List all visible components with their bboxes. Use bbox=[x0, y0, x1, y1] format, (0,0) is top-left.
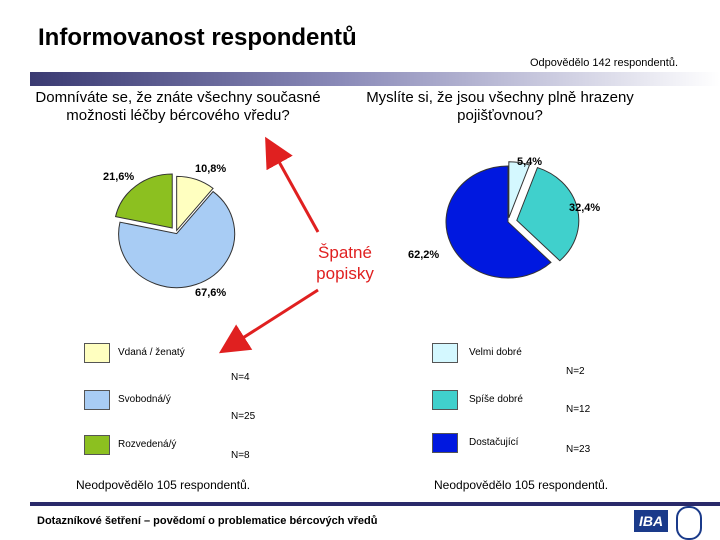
legend-swatch-left-1 bbox=[84, 343, 110, 363]
legend-swatch-right-3 bbox=[432, 433, 458, 453]
pie-left-slice-3 bbox=[114, 173, 173, 229]
n-count-left-2: N=25 bbox=[231, 411, 256, 422]
footer-text: Dotazníkové šetření – povědomí o problem… bbox=[37, 515, 378, 527]
footnote-left: Neodpovědělo 105 respondentů. bbox=[76, 478, 251, 492]
pie-chart-right: 5,4% 32,4% 62,2% bbox=[408, 156, 600, 279]
legend-swatch-right-2 bbox=[432, 390, 458, 410]
pie-left-pct-label-2: 67,6% bbox=[195, 287, 226, 299]
legend-swatch-left-3 bbox=[84, 435, 110, 455]
charts-canvas: 10,8% 67,6% 21,6% 5,4% 32,4% 62,2% bbox=[103, 136, 600, 354]
pie-right-pct-label-2: 32,4% bbox=[569, 202, 600, 214]
legend-label-right-3: Dostačující bbox=[469, 437, 519, 448]
left-chart-question: Domníváte se, že znáte všechny současné … bbox=[35, 89, 321, 124]
pie-left-slice-2 bbox=[118, 190, 236, 289]
n-count-left-3: N=8 bbox=[231, 450, 250, 461]
annotation-wrong-labels: Špatné popisky bbox=[316, 243, 374, 283]
respondents-note: Odpovědělo 142 respondentů. bbox=[530, 57, 679, 69]
pie-right-slice-2 bbox=[516, 166, 580, 262]
right-chart-question: Myslíte si, že jsou všechny plně hrazeny… bbox=[366, 89, 634, 124]
slide-title: Informovanost respondentů bbox=[38, 24, 357, 51]
pie-right-pct-label-1: 5,4% bbox=[517, 156, 542, 168]
footer-divider bbox=[30, 502, 720, 506]
annotation-arrow-down bbox=[218, 288, 319, 354]
legend-label-right-1: Velmi dobré bbox=[469, 347, 522, 358]
footnote-right: Neodpovědělo 105 respondentů. bbox=[434, 478, 609, 492]
iba-logo: IBA bbox=[634, 510, 668, 532]
annotation-arrow-up bbox=[265, 136, 320, 233]
legend-label-left-1: Vdaná / ženatý bbox=[118, 347, 185, 358]
n-count-right-1: N=2 bbox=[566, 366, 585, 377]
legend-swatch-right-1 bbox=[432, 343, 458, 363]
pie-right-slice-1 bbox=[508, 161, 531, 218]
n-count-right-2: N=12 bbox=[566, 404, 591, 415]
legend-label-right-2: Spíše dobré bbox=[469, 394, 523, 405]
pie-chart-left: 10,8% 67,6% 21,6% bbox=[103, 163, 236, 299]
title-divider bbox=[30, 72, 720, 86]
legend-swatch-left-2 bbox=[84, 390, 110, 410]
legend-label-left-2: Svobodná/ý bbox=[118, 394, 171, 405]
pie-left-pct-label-1: 10,8% bbox=[195, 163, 226, 175]
pie-left-pct-label-3: 21,6% bbox=[103, 171, 134, 183]
pie-right-pct-label-3: 62,2% bbox=[408, 249, 439, 261]
legend-label-left-3: Rozvedená/ý bbox=[118, 439, 177, 450]
n-count-left-1: N=4 bbox=[231, 372, 250, 383]
n-count-right-3: N=23 bbox=[566, 444, 591, 455]
pie-right-slice-3 bbox=[445, 165, 552, 279]
university-seal-logo bbox=[676, 506, 702, 540]
pie-left-slice-1 bbox=[176, 175, 214, 232]
